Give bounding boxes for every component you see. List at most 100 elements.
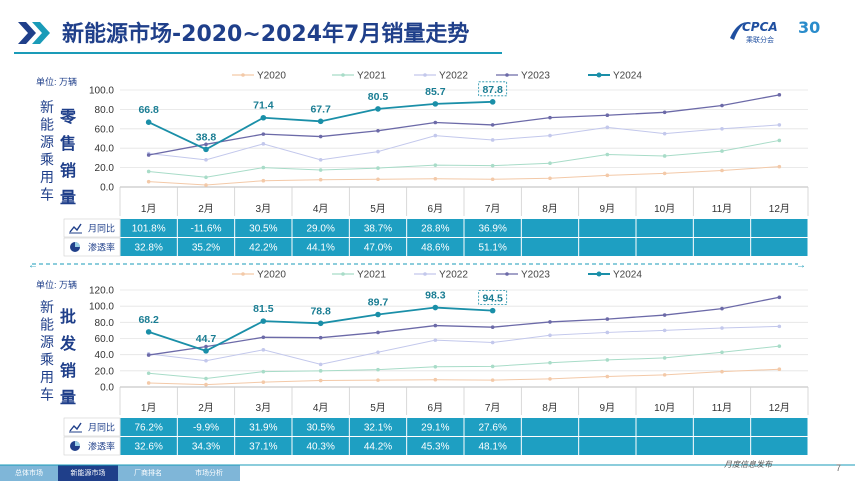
- data-point: [376, 166, 380, 170]
- trend-chart-icon: [69, 223, 82, 234]
- data-label: 89.7: [368, 296, 389, 308]
- chevron-right-icon: [32, 22, 50, 44]
- table-cell: [120, 238, 177, 256]
- charts-canvas: 单位: 万辆 单位: 万辆 新能源乘用车 零售销量 新能源乘用车 批发销量 ← …: [28, 71, 809, 456]
- table-cell: [579, 437, 636, 455]
- data-point: [490, 123, 495, 127]
- data-point: [376, 378, 380, 382]
- data-point: [317, 320, 324, 327]
- table-cell: [292, 418, 349, 436]
- y-tick-label: 120.0: [89, 286, 114, 297]
- data-label: 81.5: [253, 303, 274, 315]
- footer-bar: [0, 464, 855, 481]
- data-point: [548, 161, 552, 166]
- data-label: 94.5: [482, 293, 503, 305]
- legend-marker: [505, 272, 509, 276]
- table-cell-value: 51.1%: [478, 243, 506, 254]
- table-cell: [235, 437, 292, 455]
- data-point: [490, 163, 495, 168]
- table-cell-value: 76.2%: [134, 423, 162, 434]
- table-row-label: 渗透率: [88, 441, 115, 452]
- table-cell: [464, 418, 521, 436]
- table-cell: [349, 219, 407, 237]
- footer-tab[interactable]: 总体市场: [15, 469, 43, 477]
- footer-tab[interactable]: 市场分析: [195, 469, 223, 477]
- data-point: [662, 328, 667, 333]
- legend-label: Y2022: [439, 71, 468, 82]
- data-point: [261, 369, 266, 374]
- table-cell: [407, 437, 464, 455]
- y-tick-label: 0.0: [100, 183, 114, 194]
- y-tick-label: 100.0: [89, 302, 114, 313]
- table-cell: [120, 219, 177, 237]
- data-point: [777, 344, 782, 348]
- data-point: [433, 176, 438, 181]
- data-label: 85.7: [425, 86, 446, 98]
- data-point: [490, 340, 495, 345]
- table-row-label: 渗透率: [88, 242, 115, 253]
- latest-value-box: [478, 290, 508, 306]
- table-cell: [693, 238, 751, 256]
- x-tick-label: 3月: [256, 203, 272, 215]
- table-cell: [693, 437, 751, 455]
- data-point: [204, 175, 208, 180]
- pie-chart-icon: [70, 441, 80, 451]
- panel-label: 零售销量: [59, 108, 77, 207]
- legend-label: Y2020: [257, 270, 286, 281]
- data-point: [318, 177, 323, 182]
- footer-tab[interactable]: 厂商排名: [134, 469, 162, 477]
- table-cell: [177, 418, 235, 436]
- footer-tab[interactable]: 新能源市场: [70, 469, 106, 477]
- table-cell: [521, 219, 579, 237]
- data-point: [777, 367, 782, 372]
- data-point: [261, 380, 266, 384]
- table-cell-value: 30.5%: [249, 224, 277, 235]
- data-point: [261, 132, 266, 136]
- data-point: [318, 335, 323, 340]
- legend-label: Y2021: [357, 270, 386, 281]
- series-line-y2020: [148, 368, 780, 386]
- table-cell-value: 27.6%: [478, 423, 506, 434]
- data-point: [777, 123, 782, 127]
- x-tick-label: 7月: [485, 203, 501, 215]
- x-tick-label: 8月: [542, 402, 558, 414]
- table-cell: [292, 219, 349, 237]
- data-point: [204, 344, 208, 349]
- side-label: 新能源乘用车: [40, 99, 54, 203]
- data-point: [777, 93, 782, 97]
- data-point: [433, 364, 438, 369]
- y-tick-label: 40.0: [95, 144, 115, 155]
- legend-marker: [423, 272, 427, 276]
- data-point: [318, 168, 323, 172]
- data-point: [605, 358, 610, 362]
- data-point: [376, 330, 380, 335]
- table-cell: [235, 238, 292, 256]
- data-point: [261, 165, 266, 170]
- data-point: [261, 142, 266, 146]
- data-point: [662, 171, 667, 176]
- data-point: [432, 101, 439, 107]
- legend-marker: [341, 73, 345, 77]
- series-line-y2021: [148, 345, 780, 380]
- data-point: [489, 99, 496, 105]
- data-label: 38.8: [196, 131, 217, 143]
- table-cell-value: 44.1%: [306, 243, 334, 254]
- table-cell: [292, 437, 349, 455]
- data-point: [261, 335, 266, 340]
- legend-marker: [341, 272, 345, 276]
- x-tick-label: 6月: [428, 402, 444, 414]
- data-point: [318, 369, 323, 373]
- data-point: [720, 103, 724, 108]
- table-cell-value: 29.1%: [421, 423, 449, 434]
- table-cell: [349, 437, 407, 455]
- table-cell: [292, 238, 349, 256]
- chevron-right-icon: [18, 22, 36, 44]
- data-point: [720, 306, 724, 311]
- table-cell: [751, 238, 808, 256]
- data-point: [662, 110, 667, 115]
- data-point: [720, 369, 724, 374]
- y-tick-label: 100.0: [89, 86, 114, 97]
- data-point: [777, 138, 782, 143]
- data-point: [261, 348, 266, 352]
- table-cell-value: 29.0%: [306, 224, 334, 235]
